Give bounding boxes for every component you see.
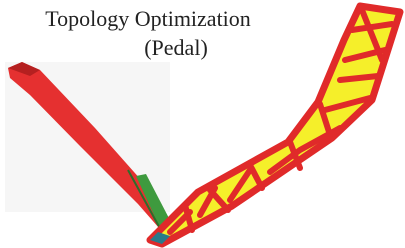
title-line-2: (Pedal) xyxy=(144,35,208,60)
figure: Topology Optimization (Pedal) xyxy=(0,0,405,248)
page: Topology Optimization (Pedal) (() => { c… xyxy=(0,0,405,248)
title-line-1: Topology Optimization xyxy=(45,6,251,31)
